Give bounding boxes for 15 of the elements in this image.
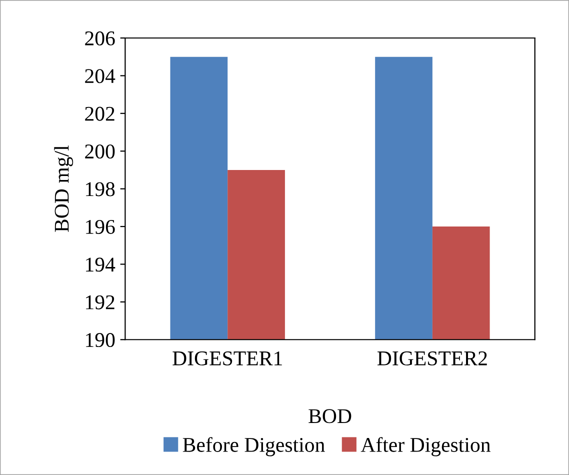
y-tick-label: 206 bbox=[85, 31, 115, 46]
y-axis-title: BOD mg/l bbox=[54, 146, 74, 232]
y-tick-label: 202 bbox=[85, 106, 114, 121]
x-tick-label: DIGESTER2 bbox=[377, 351, 487, 366]
x-tick-label: DIGESTER1 bbox=[172, 351, 282, 366]
legend-label: Before Digestion bbox=[182, 437, 325, 456]
y-tick-label: 204 bbox=[85, 69, 116, 84]
y-tick-label: 194 bbox=[86, 258, 116, 272]
y-tick-label: 190 bbox=[86, 333, 115, 348]
y-tick-label: 200 bbox=[85, 144, 115, 159]
x-axis-title: BOD bbox=[308, 409, 352, 424]
y-tick-label: 196 bbox=[86, 220, 115, 234]
y-tick-label: 192 bbox=[86, 295, 114, 310]
y-tick-label: 198 bbox=[86, 182, 115, 196]
legend-label: After Digestion bbox=[360, 437, 490, 456]
